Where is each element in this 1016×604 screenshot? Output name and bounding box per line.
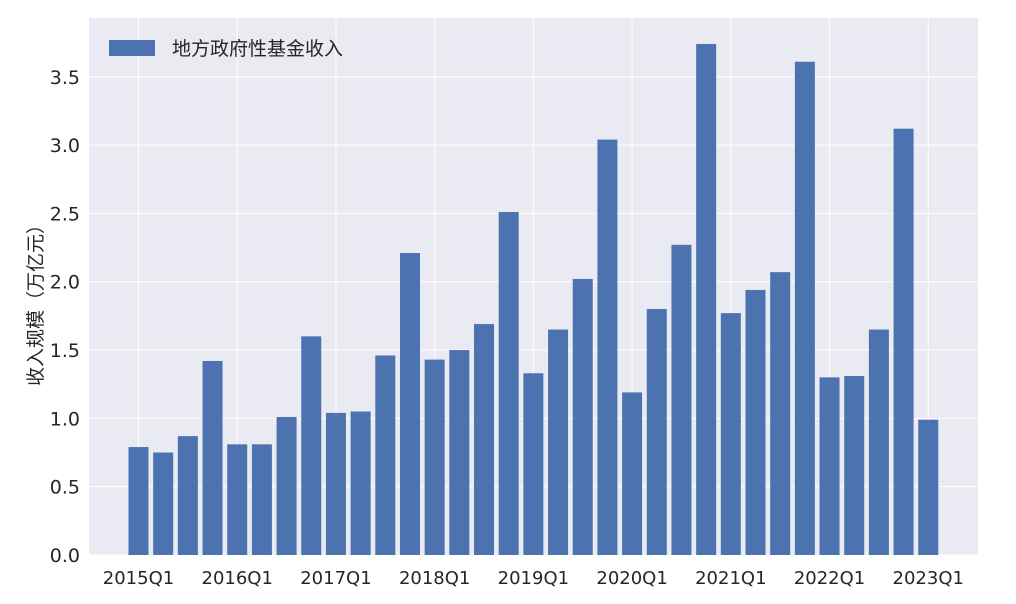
- bar: [794, 61, 815, 555]
- bar: [868, 329, 889, 555]
- legend: 地方政府性基金收入: [109, 38, 343, 60]
- bar: [498, 212, 519, 556]
- bar: [918, 419, 939, 555]
- bar: [399, 253, 420, 556]
- bar: [301, 336, 322, 555]
- x-tick-label: 2022Q1: [794, 568, 865, 589]
- y-tick-label: 3.0: [50, 135, 80, 157]
- y-tick-label: 1.0: [50, 408, 80, 430]
- y-axis-label: 收入规模（万亿元）: [25, 215, 47, 386]
- x-tick-label: 2016Q1: [202, 568, 273, 589]
- bar: [251, 444, 272, 555]
- x-tick-label: 2015Q1: [103, 568, 174, 589]
- x-tick-label: 2023Q1: [893, 568, 964, 589]
- bar: [597, 139, 618, 555]
- bar: [844, 376, 865, 555]
- bar: [819, 377, 840, 555]
- x-tick-labels: 2015Q1 2016Q1 2017Q1 2018Q1 2019Q1 2020Q1 2021…: [103, 568, 964, 589]
- bar: [202, 360, 223, 555]
- bar: [375, 355, 396, 555]
- bar: [276, 416, 297, 555]
- bars: [128, 43, 939, 556]
- bar: [893, 128, 914, 555]
- bar: [548, 329, 569, 555]
- bar: [745, 289, 766, 555]
- bar: [671, 244, 692, 555]
- bar: [350, 411, 371, 555]
- bar: [646, 309, 667, 555]
- y-tick-label: 0.0: [50, 545, 80, 567]
- x-tick-label: 2017Q1: [300, 568, 371, 589]
- bar: [325, 412, 346, 555]
- legend-label: 地方政府性基金收入: [172, 38, 343, 60]
- bar: [449, 350, 470, 555]
- x-tick-label: 2020Q1: [596, 568, 667, 589]
- y-tick-label: 1.5: [50, 340, 80, 362]
- bar: [572, 278, 593, 555]
- x-tick-label: 2019Q1: [498, 568, 569, 589]
- y-tick-label: 0.5: [50, 477, 80, 499]
- y-tick-label: 3.5: [50, 67, 80, 89]
- bar: [696, 43, 717, 556]
- y-tick-label: 2.5: [50, 203, 80, 225]
- bar: [622, 392, 643, 555]
- bar: [720, 313, 741, 555]
- bar: [177, 436, 198, 555]
- x-tick-label: 2018Q1: [399, 568, 470, 589]
- bar: [128, 447, 149, 555]
- bar: [474, 324, 495, 555]
- y-tick-labels: 0.0 0.5 1.0 1.5 2.0 2.5 3.0 3.5: [50, 67, 80, 567]
- bar: [424, 359, 445, 555]
- bar: [523, 373, 544, 555]
- bar: [227, 444, 248, 555]
- y-tick-label: 2.0: [50, 272, 80, 294]
- x-tick-label: 2021Q1: [695, 568, 766, 589]
- bar: [153, 452, 174, 555]
- bar: [770, 272, 791, 555]
- legend-swatch: [109, 40, 155, 56]
